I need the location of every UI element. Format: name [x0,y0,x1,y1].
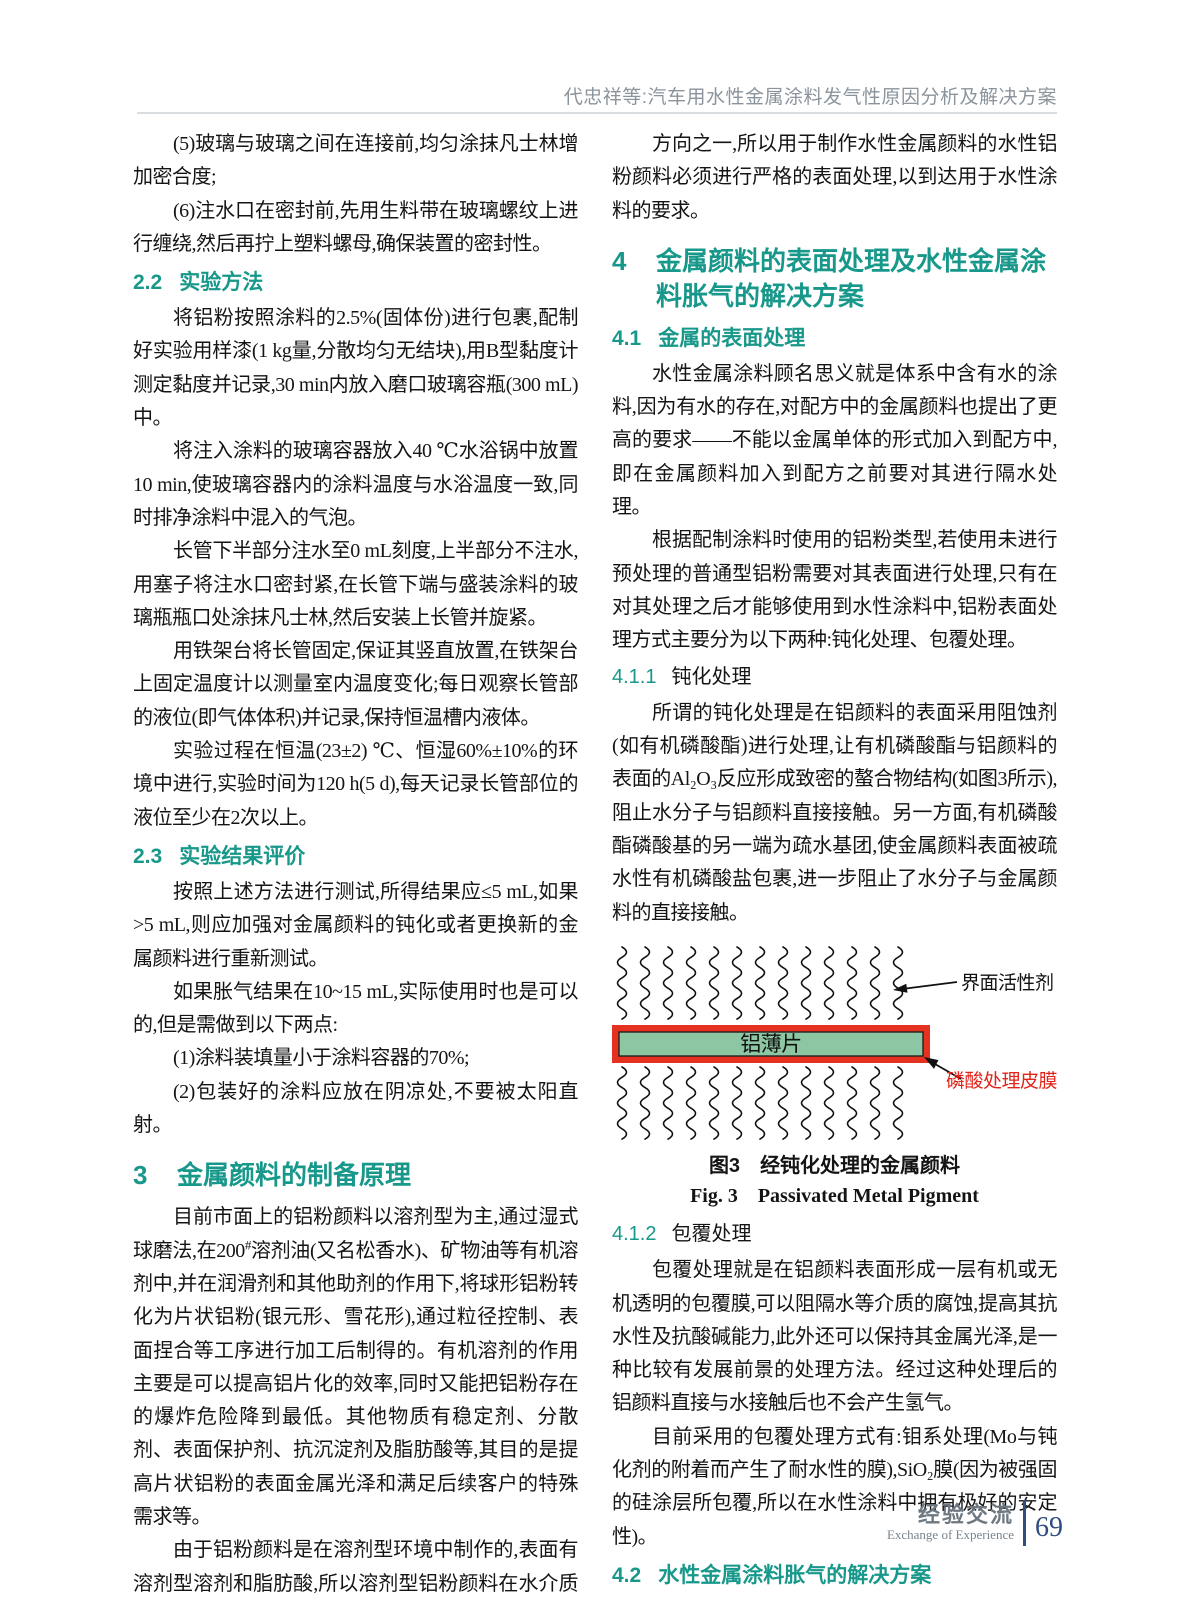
section-number: 2.2 [133,271,163,295]
list-item-eval-2: (2)包装好的涂料应放在阴凉处,不要被太阳直射。 [133,1080,579,1137]
footer-section-en: Exchange of Experience [886,1527,1014,1542]
paragraph-method-3: 长管下半部分注水至0 mL刻度,上半部分不注水,用塞子将注水口密封紧,在长管下端… [133,540,579,629]
phosphate-film-arrow-icon [924,1056,962,1080]
right-column: 方向之一,所以用于制作水性金属颜料的水性铝粉颜料必须进行严格的表面处理,以到达用… [612,128,1058,1600]
footer: 经验交流 Exchange of Experience 69 [0,1500,1063,1546]
section-title: 金属颜料的表面处理及水性金属涂料胀气的解决方案 [656,245,1047,311]
section-number: 4 [612,245,627,276]
superscript-hash: # [244,1236,252,1252]
page-number: 69 [1035,1512,1063,1543]
paragraph-method-5: 实验过程在恒温(23±2) ℃、恒湿60%±10%的环境中进行,实验时间为120… [133,740,579,829]
paragraph-surface-2: 根据配制涂料时使用的铝粉类型,若使用未进行预处理的普通型铝粉需要对其表面进行处理… [612,529,1058,652]
section-heading-2-3: 2.3 实验结果评价 [133,840,578,873]
aluminum-flake-label: 铝薄片 [740,1032,802,1056]
section-title: 钝化处理 [671,665,752,688]
figure-caption-en: Fig. 3 Passivated Metal Pigment [690,1184,979,1207]
surfactant-squiggles-top [616,946,904,1020]
paragraph-surface-1: 水性金属涂料顾名思义就是体系中含有水的涂料,因为有水的存在,对配方中的金属颜料也… [612,362,1058,519]
figure-caption-cn: 图3 经钝化处理的金属颜料 [708,1154,961,1177]
section-number: 4.1.1 [612,665,657,688]
section-number: 2.3 [133,844,163,868]
section-title: 水性金属涂料胀气的解决方案 [658,1563,932,1587]
paragraph-method-1: 将铝粉按照涂料的2.5%(固体份)进行包裹,配制好实验用样漆(1 kg量,分散均… [133,307,579,430]
section-title: 包覆处理 [671,1222,752,1245]
header-rule [137,112,1057,114]
paragraph-passivation: 所谓的钝化处理是在铝颜料的表面采用阻蚀剂(如有机磷酸酯)进行处理,让有机磷酸酯与… [612,701,1058,924]
section-number: 4.1.2 [612,1222,657,1245]
section-title: 实验结果评价 [179,844,306,868]
section-heading-3: 3 金属颜料的制备原理 [133,1158,578,1193]
footer-section-labels: 经验交流 Exchange of Experience [887,1503,1014,1543]
section-heading-4: 4 金属颜料的表面处理及水性金属涂料胀气的解决方案 [612,244,1057,314]
section-heading-4-1-1: 4.1.1 钝化处理 [612,661,1057,694]
paragraph-solution-1: (1)水性涂料是多种亲水性和亲溶剂型树脂、助剂、溶剂和颜料混合在一起的混合物,在… [612,1595,1058,1600]
aluminum-flake [618,1031,924,1057]
running-head: 代忠祥等:汽车用水性金属涂料发气性原因分析及解决方案 [563,87,1057,108]
section-heading-4-2: 4.2 水性金属涂料胀气的解决方案 [612,1559,1057,1592]
section-number: 4.2 [612,1563,642,1587]
footer-divider [1023,1500,1026,1546]
left-column: (5)玻璃与玻璃之间在连接前,均匀涂抹凡士林增加密合度; (6)注水口在密封前,… [133,128,579,1600]
paragraph-preparation-2: 由于铝粉颜料是在溶剂型环境中制作的,表面有溶剂型溶剂和脂肪酸,所以溶剂型铝粉颜料… [133,1539,579,1595]
section-title: 金属的表面处理 [658,326,806,350]
list-item-eval-1: (1)涂料装填量小于涂料容器的70%; [173,1047,470,1070]
paragraph-coating-2: 目前采用的包覆处理方式有:钼系处理(Mo与钝化剂的附着而产生了耐水性的膜),Si… [612,1425,1058,1548]
surfactant-label: 界面活性剂 [961,972,1054,994]
surfactant-arrow-icon [893,981,958,993]
section-title: 金属颜料的制备原理 [177,1160,412,1191]
paragraph-eval-1: 按照上述方法进行测试,所得结果应≤5 mL,如果>5 mL,则应加强对金属颜料的… [133,880,579,970]
paragraph-continued: 方向之一,所以用于制作水性金属颜料的水性铝粉颜料必须进行严格的表面处理,以到达用… [612,133,1058,222]
figure-diagram: 铝薄片 界面活性剂 [612,946,1058,1140]
paragraph-method-2: 将注入涂料的玻璃容器放入40 ℃水浴锅中放置10 min,使玻璃容器内的涂料温度… [133,440,579,529]
paragraph-coating-1: 包覆处理就是在铝颜料表面形成一层有机或无机透明的包覆膜,可以阻隔水等介质的腐蚀,… [612,1259,1058,1415]
section-heading-4-1: 4.1 金属的表面处理 [612,322,1057,355]
footer-section-cn: 经验交流 [917,1502,1014,1527]
surfactant-squiggles-bottom [616,1066,904,1140]
section-number: 3 [133,1160,148,1191]
paragraph-preparation-1: 目前市面上的铝粉颜料以溶剂型为主,通过湿式球磨法,在200#溶剂油(又名松香水)… [133,1206,579,1528]
section-number: 4.1 [612,326,642,350]
figure-passivated-pigment: 铝薄片 界面活性剂 [612,943,1058,1211]
section-title: 实验方法 [179,271,264,295]
section-heading-2-2: 2.2 实验方法 [133,266,578,299]
section-heading-4-1-2: 4.1.2 包覆处理 [612,1218,1057,1251]
phosphate-film-label: 磷酸处理皮膜 [946,1070,1058,1092]
two-column-layout: (5)玻璃与玻璃之间在连接前,均匀涂抹凡士林增加密合度; (6)注水口在密封前,… [133,128,1058,1600]
list-item-5: (5)玻璃与玻璃之间在连接前,均匀涂抹凡士林增加密合度; [133,133,579,189]
paragraph-eval-2: 如果胀气结果在10~15 mL,实际使用时也是可以的,但是需做到以下两点: [133,980,579,1037]
list-item-6: (6)注水口在密封前,先用生料带在玻璃螺纹上进行缠绕,然后再拧上塑料螺母,确保装… [133,199,579,255]
paragraph-method-4: 用铁架台将长管固定,保证其竖直放置,在铁架台上固定温度计以测量室内温度变化;每日… [133,640,579,729]
